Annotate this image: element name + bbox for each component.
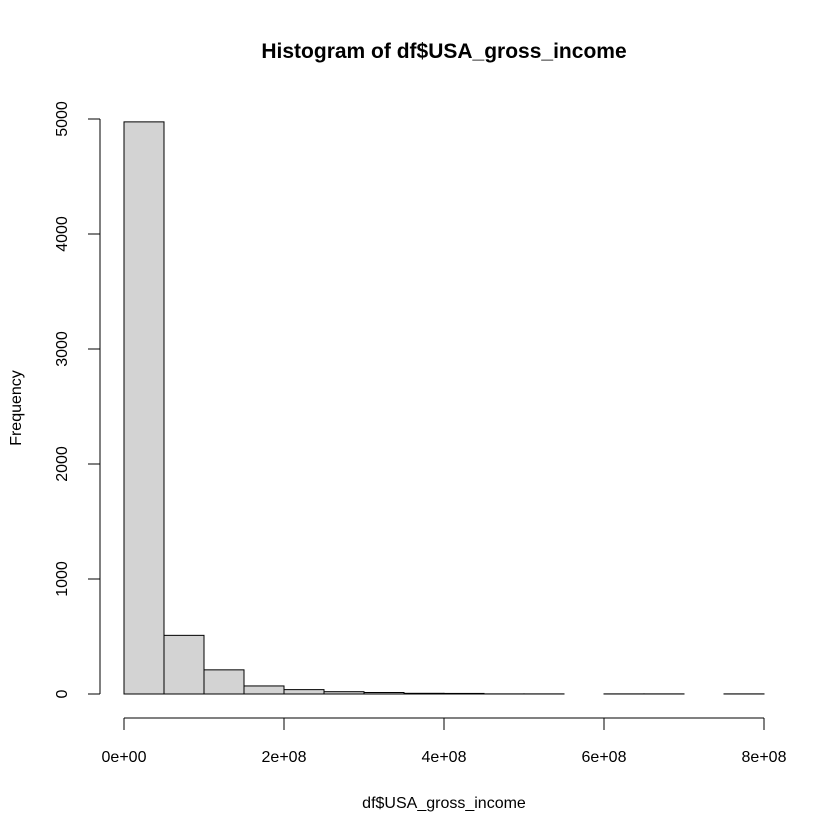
histogram-bar-8 [443, 692, 485, 695]
histogram-bar-7 [403, 692, 445, 695]
y-tick-label-5: 5000 [54, 101, 71, 137]
y-tick-label-0: 0 [54, 689, 71, 698]
x-tick-label-4: 8e+08 [742, 749, 787, 766]
histogram-bar-4 [283, 689, 325, 695]
histogram-bar-5 [323, 691, 365, 695]
y-tick-label-2: 2000 [54, 446, 71, 482]
histogram-bar-0 [123, 121, 165, 695]
y-tick-label-3: 3000 [54, 331, 71, 367]
histogram-bar-6 [363, 692, 405, 695]
chart-title: Histogram of df$USA_gross_income [261, 40, 626, 63]
y-axis: 0 1000 2000 3000 4000 5000 [54, 101, 101, 698]
x-tick-label-0: 0e+00 [102, 749, 147, 766]
x-tick-label-1: 2e+08 [262, 749, 307, 766]
x-axis-label: df$USA_gross_income [362, 795, 526, 812]
y-tick-label-1: 1000 [54, 561, 71, 597]
x-axis: 0e+00 2e+08 4e+08 6e+08 8e+08 [102, 717, 787, 766]
y-axis-label: Frequency [8, 370, 25, 446]
x-tick-label-2: 4e+08 [422, 749, 467, 766]
y-tick-label-4: 4000 [54, 216, 71, 252]
bars [123, 121, 765, 695]
histogram-bar-2 [203, 669, 245, 695]
x-tick-label-3: 6e+08 [582, 749, 627, 766]
histogram-bar-3 [243, 685, 285, 695]
histogram-bar-1 [163, 634, 205, 695]
